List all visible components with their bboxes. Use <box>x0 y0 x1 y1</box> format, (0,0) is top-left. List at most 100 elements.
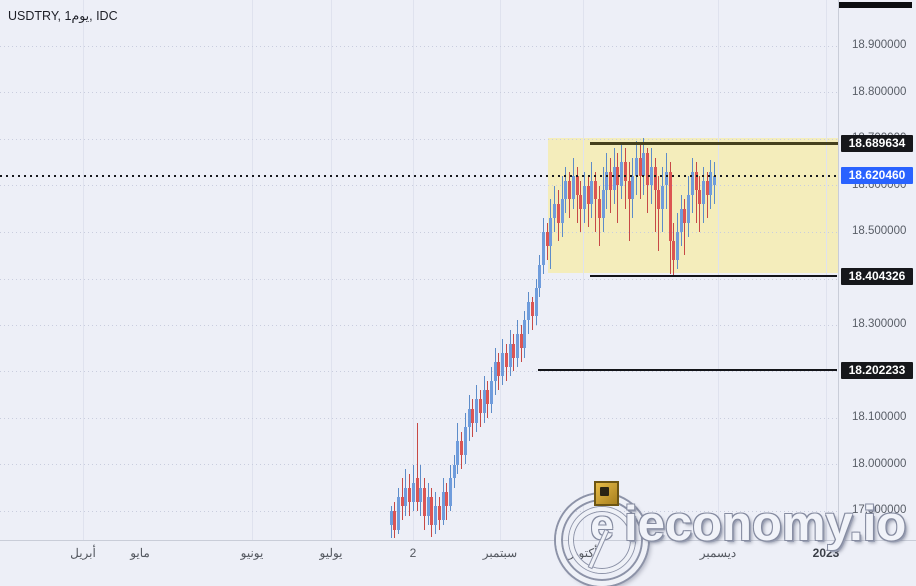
candle-body <box>497 362 501 377</box>
candle-body <box>430 497 434 525</box>
price-tick-label: 18.000000 <box>852 457 907 470</box>
month-label: مايو <box>130 546 150 560</box>
candle-body <box>441 492 445 521</box>
candle-body <box>493 362 497 381</box>
candle-body <box>608 171 612 191</box>
support-line <box>538 369 837 372</box>
candle-body <box>694 171 698 191</box>
candle-body <box>445 492 449 507</box>
candle-body <box>463 427 467 456</box>
month-label: أبريل <box>70 546 96 560</box>
month-label: أكتوبر <box>568 546 598 560</box>
candle-body <box>504 352 508 367</box>
candle-body <box>523 320 527 349</box>
candle-wick <box>684 199 686 256</box>
price-tick-label: 18.500000 <box>852 225 907 237</box>
price-gridline <box>0 511 838 512</box>
month-label: سبتمبر <box>482 546 518 560</box>
top-right-black-bar <box>838 2 912 8</box>
candle-body <box>515 334 519 358</box>
candle-body <box>389 511 393 525</box>
price-gridline <box>0 371 838 372</box>
price-tick-label: 18.300000 <box>852 318 907 330</box>
candle-body <box>538 264 542 288</box>
candle-body <box>545 232 549 246</box>
candle-body <box>590 180 594 205</box>
price-gridline <box>0 92 838 93</box>
price-gridline <box>0 464 838 465</box>
candle-body <box>560 199 564 223</box>
candle-body <box>705 180 709 195</box>
candle-body <box>404 487 408 507</box>
candle-body <box>623 162 627 181</box>
candle-body <box>393 511 397 530</box>
candle-body <box>467 408 471 428</box>
candlestick-plot-area[interactable] <box>0 0 838 540</box>
candle-body <box>657 190 661 209</box>
candle-body <box>668 171 672 242</box>
support-line <box>590 275 837 278</box>
candle-body <box>582 185 586 209</box>
candle-body <box>542 232 546 265</box>
candle-body <box>701 180 705 205</box>
price-gridline <box>0 46 838 47</box>
candle-body <box>508 343 512 367</box>
candle-body <box>627 180 631 200</box>
month-gridline <box>83 0 84 540</box>
month-gridline <box>583 0 584 540</box>
candle-body <box>713 175 717 186</box>
candle-body <box>605 171 609 191</box>
candle-body <box>400 497 404 507</box>
last-price-line <box>0 174 838 177</box>
price-tick-label: 17.900000 <box>852 504 907 516</box>
candle-body <box>586 185 590 205</box>
candle-body <box>475 399 479 423</box>
symbol-legend[interactable]: USDTRY, 1يوم, IDC <box>8 9 118 23</box>
candle-body <box>422 487 426 516</box>
month-label: ديسمبر <box>699 546 737 560</box>
candle-body <box>698 190 702 205</box>
candle-body <box>594 180 598 200</box>
candle-body <box>568 180 572 200</box>
candle-body <box>478 399 482 414</box>
candle-wick <box>617 152 619 223</box>
candle-wick <box>595 171 597 232</box>
candle-body <box>571 176 575 200</box>
candle-body <box>675 232 679 260</box>
month-label: يوليو <box>319 546 343 560</box>
price-tick-label: 18.800000 <box>852 85 907 98</box>
candle-body <box>564 180 568 200</box>
candle-body <box>661 185 665 209</box>
price-axis[interactable]: 18.90000018.80000018.70000018.60000018.5… <box>838 0 916 540</box>
candle-body <box>512 343 516 358</box>
price-gridline <box>0 185 838 186</box>
highlight-zone-rectangle <box>548 138 838 274</box>
candle-body <box>631 176 635 200</box>
price-tick-label: 18.900000 <box>852 39 907 51</box>
price-tick-label: 18.100000 <box>852 411 907 423</box>
candle-body <box>556 204 560 223</box>
candle-wick <box>416 422 418 511</box>
candle-body <box>620 162 624 186</box>
support-level-tag: 18.404326 <box>841 267 913 285</box>
candle-wick <box>706 171 708 219</box>
candle-body <box>456 441 460 465</box>
candle-body <box>408 487 412 502</box>
candle-body <box>501 352 505 377</box>
candle-body <box>709 171 713 195</box>
candle-body <box>396 497 400 530</box>
price-gridline <box>0 418 838 419</box>
candle-body <box>452 464 456 479</box>
candle-body <box>664 171 668 186</box>
candle-wick <box>628 162 630 242</box>
candle-body <box>530 301 534 316</box>
candle-body <box>549 218 553 246</box>
candle-body <box>486 390 490 405</box>
month-gridline <box>413 0 414 540</box>
candle-body <box>437 506 441 521</box>
time-axis[interactable]: أبريل مايو يونيو يوليو 2 سبتمبر أكتوبر ديسمبر 20… <box>0 540 916 565</box>
candle-body <box>527 301 531 321</box>
month-gridline <box>718 0 719 540</box>
resistance-level-tag: 18.689634 <box>841 135 913 153</box>
